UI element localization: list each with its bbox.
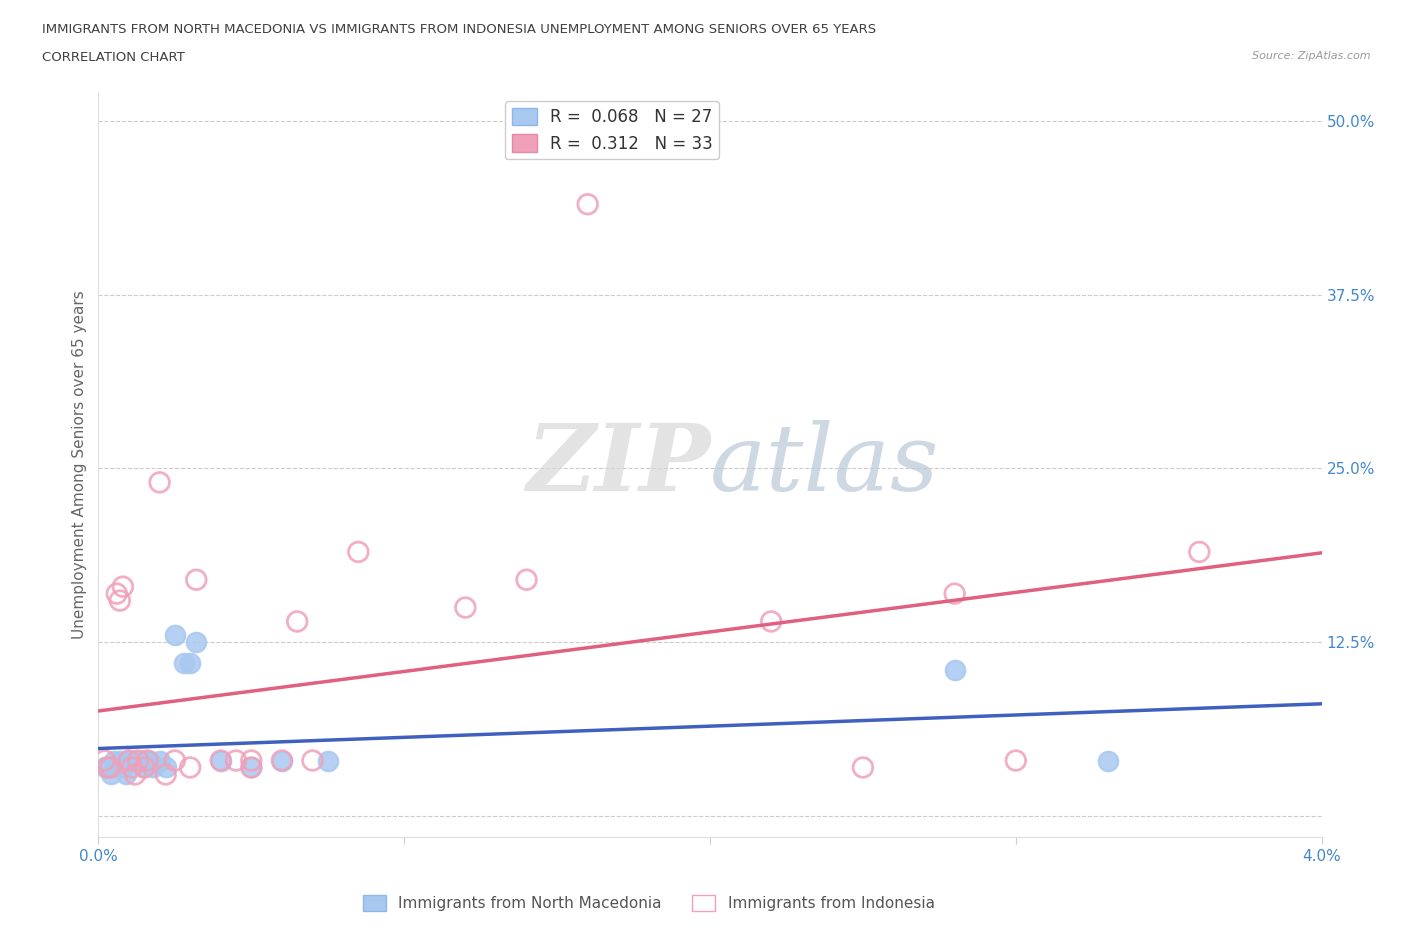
Point: [759, 614, 782, 629]
Y-axis label: Unemployment Among Seniors over 65 years: Unemployment Among Seniors over 65 years: [72, 291, 87, 640]
Point: [134, 760, 156, 775]
Point: [149, 475, 172, 490]
Point: [155, 760, 177, 775]
Point: [149, 753, 172, 768]
Point: [108, 593, 131, 608]
Text: Source: ZipAtlas.com: Source: ZipAtlas.com: [1253, 51, 1371, 61]
Point: [270, 753, 294, 768]
Point: [240, 760, 263, 775]
Point: [105, 760, 128, 775]
Point: [173, 656, 195, 671]
Text: IMMIGRANTS FROM NORTH MACEDONIA VS IMMIGRANTS FROM INDONESIA UNEMPLOYMENT AMONG : IMMIGRANTS FROM NORTH MACEDONIA VS IMMIG…: [42, 23, 876, 36]
Point: [301, 753, 323, 768]
Point: [209, 753, 232, 768]
Text: CORRELATION CHART: CORRELATION CHART: [42, 51, 186, 64]
Point: [179, 656, 201, 671]
Point: [136, 753, 159, 768]
Point: [179, 760, 201, 775]
Point: [127, 753, 149, 768]
Point: [124, 753, 146, 768]
Point: [163, 628, 186, 643]
Point: [186, 635, 208, 650]
Point: [111, 760, 134, 775]
Point: [118, 753, 141, 768]
Point: [155, 767, 177, 782]
Point: [516, 572, 538, 587]
Point: [347, 544, 370, 559]
Point: [93, 760, 115, 775]
Point: [124, 767, 146, 782]
Point: [105, 586, 128, 601]
Point: [111, 579, 134, 594]
Point: [103, 753, 125, 768]
Point: [139, 753, 162, 768]
Point: [285, 614, 308, 629]
Point: [100, 767, 122, 782]
Point: [576, 197, 599, 212]
Point: [115, 767, 138, 782]
Point: [943, 586, 966, 601]
Point: [186, 572, 208, 587]
Point: [240, 753, 263, 768]
Point: [118, 753, 141, 768]
Text: atlas: atlas: [710, 420, 939, 510]
Point: [136, 753, 159, 768]
Point: [240, 760, 263, 775]
Point: [1097, 753, 1119, 768]
Point: [270, 753, 294, 768]
Point: [163, 753, 186, 768]
Point: [93, 753, 115, 768]
Point: [127, 753, 149, 768]
Legend: Immigrants from North Macedonia, Immigrants from Indonesia: Immigrants from North Macedonia, Immigra…: [357, 889, 941, 918]
Text: ZIP: ZIP: [526, 420, 710, 510]
Point: [852, 760, 875, 775]
Point: [121, 753, 143, 768]
Point: [225, 753, 247, 768]
Point: [134, 760, 156, 775]
Point: [1188, 544, 1211, 559]
Point: [943, 663, 966, 678]
Point: [100, 760, 122, 775]
Point: [121, 760, 143, 775]
Point: [142, 760, 165, 775]
Point: [97, 760, 120, 775]
Point: [316, 753, 339, 768]
Point: [108, 753, 131, 768]
Point: [454, 600, 477, 615]
Point: [1004, 753, 1026, 768]
Point: [209, 753, 232, 768]
